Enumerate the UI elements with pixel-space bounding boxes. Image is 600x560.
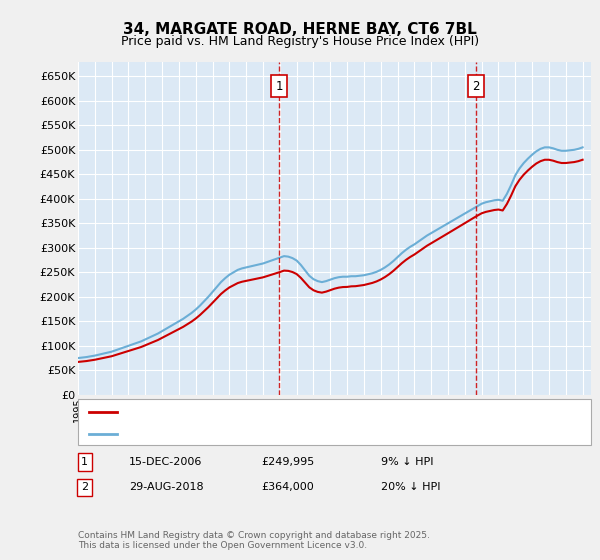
- Text: 34, MARGATE ROAD, HERNE BAY, CT6 7BL (detached house): 34, MARGATE ROAD, HERNE BAY, CT6 7BL (de…: [123, 407, 437, 417]
- Text: 2: 2: [472, 80, 480, 92]
- Text: 1: 1: [275, 80, 283, 92]
- Text: £364,000: £364,000: [261, 482, 314, 492]
- Text: 34, MARGATE ROAD, HERNE BAY, CT6 7BL: 34, MARGATE ROAD, HERNE BAY, CT6 7BL: [123, 22, 477, 38]
- Text: 2: 2: [81, 482, 88, 492]
- Text: HPI: Average price, detached house, Canterbury: HPI: Average price, detached house, Cant…: [123, 429, 375, 438]
- Text: 29-AUG-2018: 29-AUG-2018: [129, 482, 203, 492]
- Text: 9% ↓ HPI: 9% ↓ HPI: [381, 457, 433, 467]
- Text: £249,995: £249,995: [261, 457, 314, 467]
- Text: Contains HM Land Registry data © Crown copyright and database right 2025.
This d: Contains HM Land Registry data © Crown c…: [78, 530, 430, 550]
- Text: 1: 1: [81, 457, 88, 467]
- Text: 20% ↓ HPI: 20% ↓ HPI: [381, 482, 440, 492]
- Text: Price paid vs. HM Land Registry's House Price Index (HPI): Price paid vs. HM Land Registry's House …: [121, 35, 479, 48]
- Text: 15-DEC-2006: 15-DEC-2006: [129, 457, 202, 467]
